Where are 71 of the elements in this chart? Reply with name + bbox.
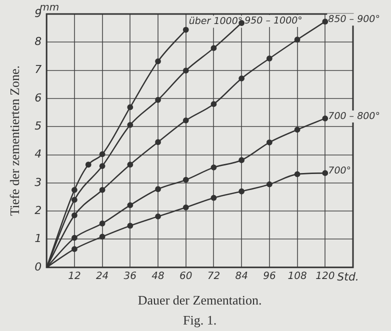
y-tick-label: 6 (34, 91, 42, 104)
text: Std. (337, 270, 359, 284)
point (127, 104, 134, 110)
point (155, 96, 161, 103)
y-tick-label: 3 (34, 176, 42, 189)
point (266, 181, 272, 188)
point (210, 194, 217, 201)
y-tick-label: 9 (34, 6, 42, 20)
y-tick-label: 5 (34, 119, 42, 132)
point (99, 187, 106, 193)
y-tick-label: 7 (34, 63, 42, 76)
point (182, 26, 189, 33)
x-axis-title: Dauer der Zementation. (138, 292, 262, 308)
point (210, 101, 217, 108)
point (127, 122, 134, 128)
point (99, 163, 106, 169)
y-axis-title: Tiefe der zementierten Zone. (7, 65, 22, 216)
point (155, 186, 161, 192)
x-tick-label: 120 (316, 270, 335, 282)
y-tick-label: 1 (34, 232, 42, 246)
point (127, 162, 134, 168)
point (72, 246, 78, 252)
point (99, 220, 106, 226)
x-tick-label: 12 (68, 270, 81, 282)
x-tick-label: 84 (235, 270, 248, 282)
point (85, 162, 92, 168)
point (155, 139, 161, 146)
series-label: 700° (328, 166, 352, 177)
x-tick-label: 48 (152, 270, 164, 282)
series-label: 700 – 800° (328, 110, 380, 122)
point (238, 157, 245, 164)
point (266, 56, 272, 62)
point (210, 164, 217, 170)
point (99, 234, 106, 240)
x-tick-label: 60 (180, 270, 192, 282)
point (238, 188, 245, 194)
point (294, 36, 300, 43)
point (322, 18, 328, 25)
point (294, 171, 300, 178)
caption: Fig. 1. (183, 312, 217, 328)
point (266, 139, 272, 146)
point (155, 58, 161, 64)
point (322, 116, 328, 122)
point (72, 187, 78, 193)
point (294, 126, 300, 133)
point (182, 68, 189, 74)
point (182, 176, 189, 183)
point (99, 151, 106, 158)
x-tick-label: 72 (207, 270, 220, 282)
y-tick-label: 0 (34, 260, 42, 274)
point (238, 76, 245, 82)
x-tick-label: 36 (124, 270, 137, 282)
x-tick-label: 108 (288, 270, 307, 282)
point (127, 202, 134, 208)
point (72, 212, 78, 218)
point (322, 170, 328, 176)
point (155, 213, 161, 220)
point (210, 45, 217, 52)
x-tick-label: 24 (96, 270, 109, 282)
point (72, 234, 78, 241)
point (182, 204, 189, 210)
x-tick-label: 96 (263, 270, 276, 282)
text: mm (40, 2, 60, 14)
series-label: 850 – 900° (328, 14, 380, 26)
y-tick-label: 4 (34, 148, 42, 161)
y-tick-label: 8 (34, 35, 42, 48)
series-label: 950 – 1000° (244, 15, 302, 26)
point (72, 196, 78, 203)
point (127, 222, 134, 229)
point (182, 117, 189, 124)
y-tick-label: 2 (34, 204, 42, 217)
